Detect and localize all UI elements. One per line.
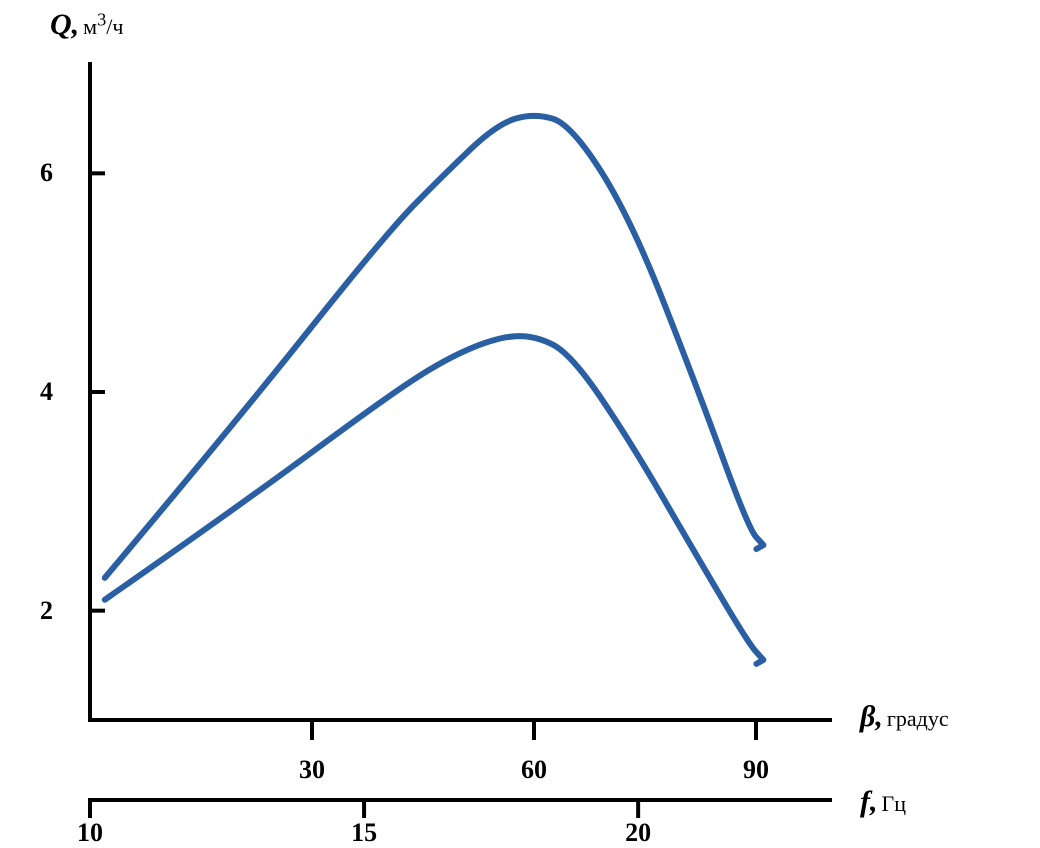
x-f-tick-label: 15 (351, 818, 377, 848)
x-beta-tick-label: 60 (521, 755, 547, 785)
y-tick-label: 2 (40, 596, 53, 626)
x-f-tick-label: 20 (625, 818, 651, 848)
y-tick-label: 6 (40, 158, 53, 188)
x-axis-beta-symbol: β, (860, 700, 883, 733)
x-axis-f-symbol: f, (860, 785, 878, 818)
chart-container: Q, м3/ч β, градус f, Гц 246306090101520 (0, 0, 1040, 836)
x-f-tick-label: 10 (77, 818, 103, 848)
x-axis-f-unit: Гц (882, 791, 907, 816)
x-axis-beta-unit: градус (887, 706, 949, 731)
x-axis-f-title: f, Гц (860, 785, 906, 819)
y-axis-symbol: Q, (50, 8, 79, 41)
x-axis-beta-title: β, градус (860, 700, 949, 734)
y-axis-unit: м3/ч (83, 14, 123, 39)
x-beta-tick-label: 30 (299, 755, 325, 785)
x-beta-tick-label: 90 (743, 755, 769, 785)
y-axis-title: Q, м3/ч (50, 8, 123, 42)
y-tick-label: 4 (40, 377, 53, 407)
